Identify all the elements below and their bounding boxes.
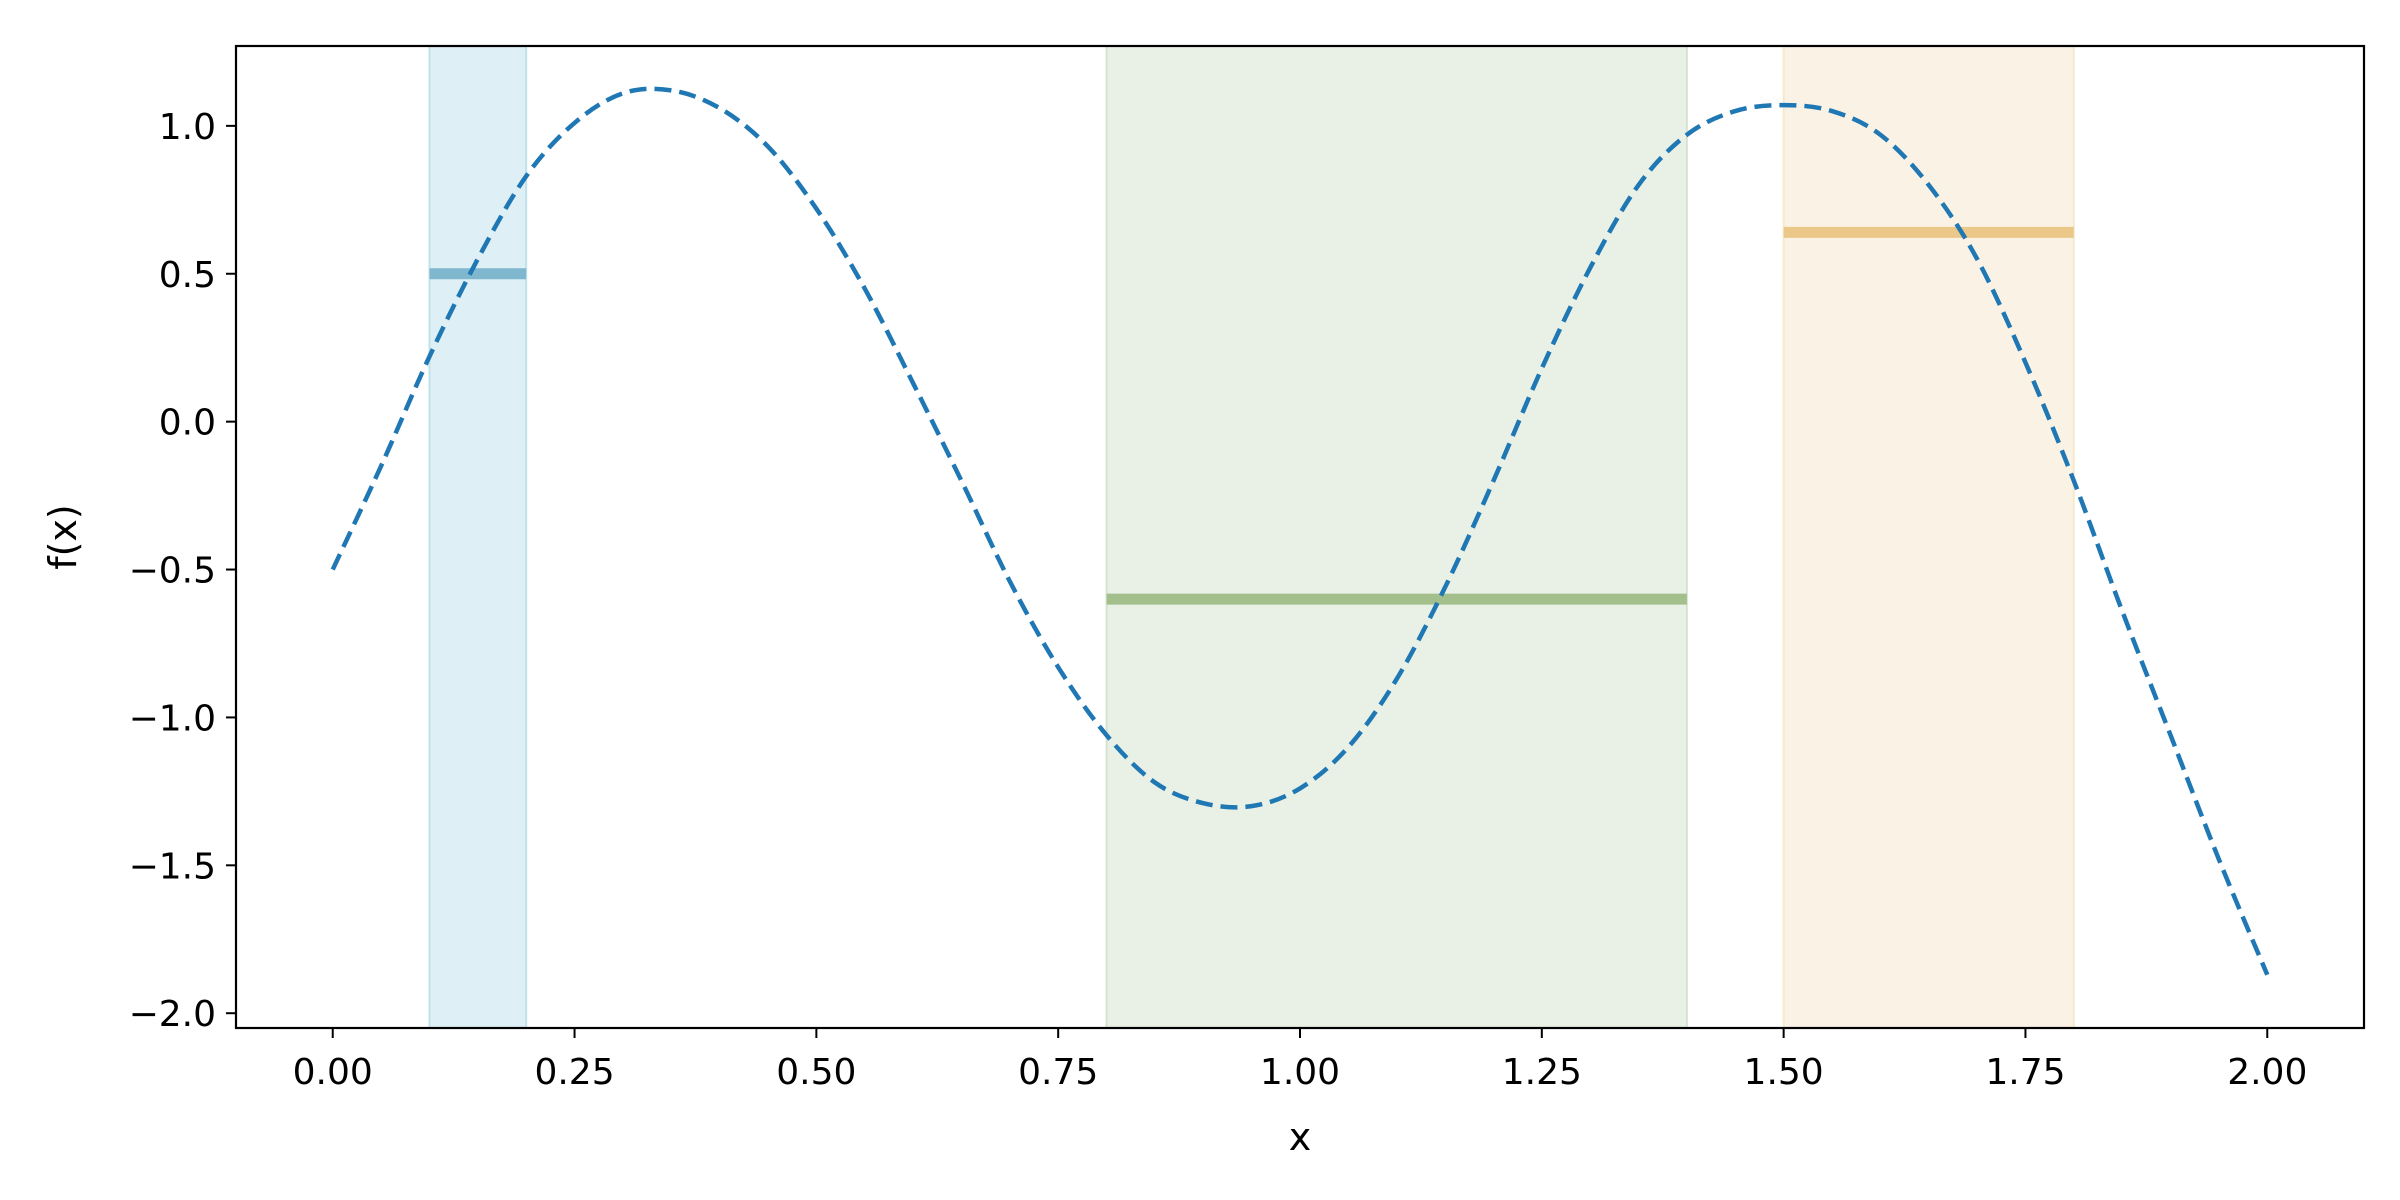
x-tick-label: 0.00 [293,1052,373,1093]
x-tick-label: 1.25 [1502,1052,1582,1093]
series-line-1 [330,86,2270,976]
x-tick-label: 1.00 [1260,1052,1340,1093]
interval-band-1 [428,45,528,1029]
y-axis-ticks: 1.0 0.5 0.0 −0.5 −1.0 −1.5 −2.0 [129,107,236,1035]
y-axis-label: f(x) [41,504,85,570]
y-tick-label: −0.5 [129,551,216,592]
y-tick-label: 0.5 [159,255,216,296]
interval-band-3 [1782,45,2075,1029]
x-tick-label: 0.75 [1018,1052,1098,1093]
y-tick-label: −2.0 [129,994,216,1035]
x-axis-ticks: 0.00 0.25 0.50 0.75 1.00 1.25 1.50 1.75 2.00 [293,1028,2307,1093]
x-tick-label: 1.75 [1985,1052,2065,1093]
x-tick-label: 0.25 [534,1052,614,1093]
y-tick-label: 0.0 [159,403,216,444]
interval-band-2 [1105,45,1688,1029]
y-tick-label: −1.0 [129,698,216,739]
interval-bands [428,45,2075,1029]
interval-level-lines [429,226,2074,605]
x-tick-label: 0.50 [776,1052,856,1093]
x-axis-label: x [1289,1115,1312,1159]
y-tick-label: 1.0 [159,107,216,148]
x-tick-label: 2.00 [2227,1052,2307,1093]
y-tick-label: −1.5 [129,846,216,887]
x-tick-label: 1.50 [1744,1052,1824,1093]
curve-series [330,86,2270,976]
